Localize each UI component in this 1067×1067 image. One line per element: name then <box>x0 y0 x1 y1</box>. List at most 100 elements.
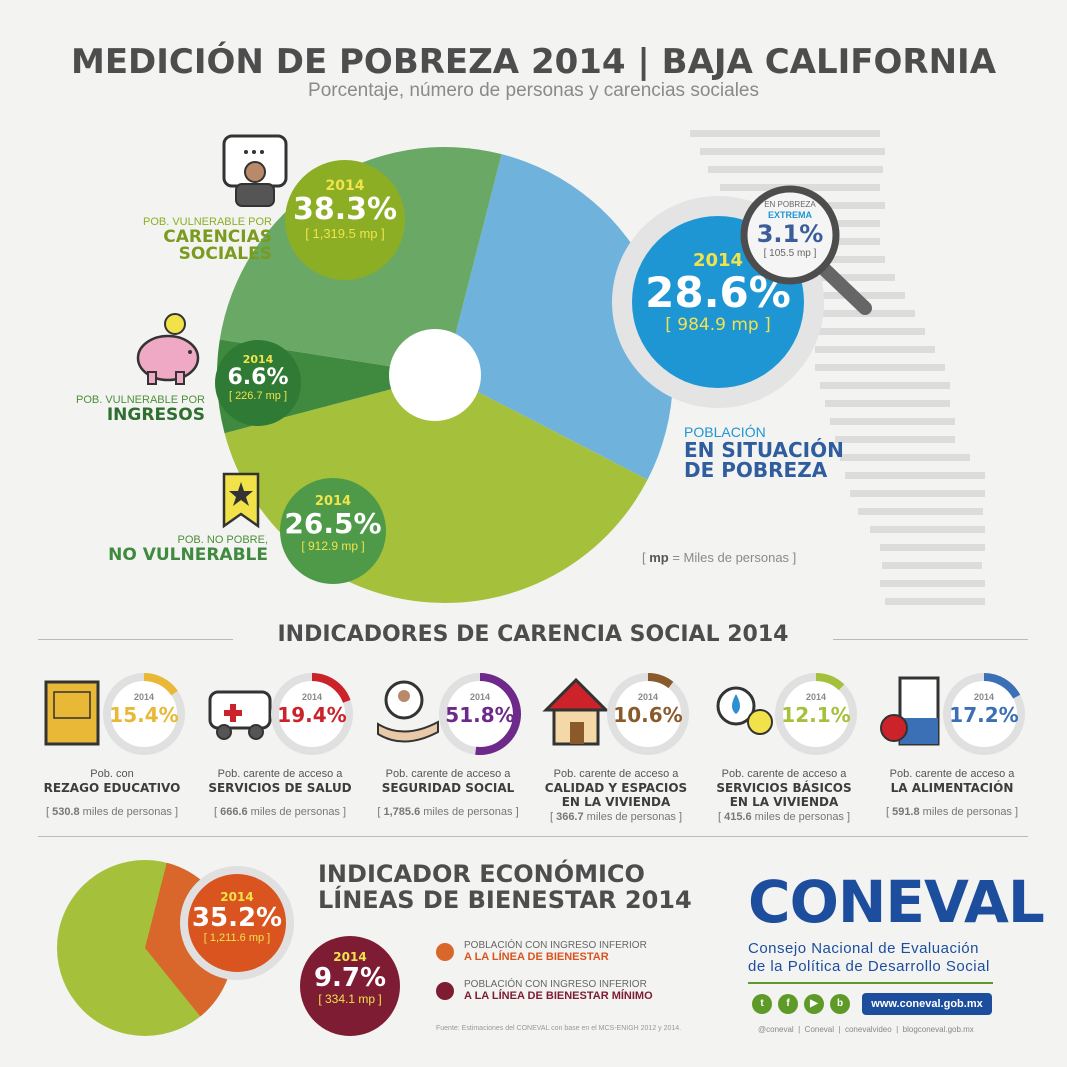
decorative-bar <box>820 382 950 389</box>
bracket: [ <box>213 806 221 818</box>
indicator-pct: 51.8% <box>445 703 515 727</box>
donut-value-arc <box>103 673 185 755</box>
pobreza-label-big1: EN SITUACIÓN <box>684 438 844 462</box>
decorative-bar <box>815 328 925 335</box>
extrema-pct: 3.1% <box>756 220 824 248</box>
indicator-year: 2014 <box>301 692 323 702</box>
decorative-bar <box>815 346 935 353</box>
carencias-pct: 38.3% <box>292 192 398 227</box>
decorative-bar <box>815 364 945 371</box>
decorative-bar <box>885 598 985 605</box>
bracket: [ <box>717 811 725 823</box>
indicator-pct: 12.1% <box>781 703 851 727</box>
legend-minimo-1: POBLACIÓN CON INGRESO INFERIOR <box>464 979 647 990</box>
indicator-footnote: [ 591.8 miles de personas ] <box>868 806 1036 818</box>
decorative-bar <box>880 580 985 587</box>
mp-legend-abbr: mp <box>649 550 669 565</box>
ambulance-icon <box>208 690 272 740</box>
decorative-bar <box>800 274 895 281</box>
donut-value-arc <box>271 673 353 755</box>
indicator-bold-1: SERVICIOS BÁSICOS <box>716 781 852 795</box>
indicator-caption: Pob. carente de acceso a <box>217 768 343 780</box>
indicator-year: 2014 <box>805 692 827 702</box>
indicator-footnote: [ 415.6 miles de personas ] <box>700 811 868 823</box>
indicator-bold-2: EN LA VIVIENDA <box>561 795 671 809</box>
decorative-bar <box>850 490 985 497</box>
facebook-icon[interactable]: f <box>778 994 798 1014</box>
decorative-bar <box>835 436 955 443</box>
pobreza-label-big2: DE POBREZA <box>684 458 828 482</box>
coneval-logo: CONEVAL <box>748 868 1045 936</box>
person-speech-icon <box>222 134 288 207</box>
decorative-bar <box>882 562 982 569</box>
welfare-inner: 2014 35.2% [ 1,211.6 mp ] <box>188 874 286 972</box>
decorative-bar <box>870 526 985 533</box>
decorative-bar <box>830 418 955 425</box>
twitter-icon[interactable]: t <box>752 994 772 1014</box>
indicator-1: 2014 19.4% Pob. carente de acceso a SERVICI… <box>196 660 364 830</box>
carencias-year: 2014 <box>325 178 365 194</box>
hand-icon <box>377 680 439 743</box>
indicator-pct: 17.2% <box>949 703 1019 727</box>
indicator-year: 2014 <box>469 692 491 702</box>
indicator-bold-2: EN LA VIVIENDA <box>729 795 839 809</box>
mp-legend: [ mp = Miles de personas ] <box>642 550 796 565</box>
pie-slice-pobreza <box>445 154 673 480</box>
decorative-bar <box>708 166 883 173</box>
indicator-foot-unit: miles de personas ] <box>919 806 1019 818</box>
book-icon <box>44 680 100 746</box>
coneval-url-button[interactable]: www.coneval.gob.mx <box>862 993 992 1015</box>
pobreza-mp: [ 984.9 mp ] <box>665 315 771 335</box>
piggy-bank-icon <box>136 313 200 385</box>
indicator-bold-1: REZAGO EDUCATIVO <box>43 781 181 795</box>
indicator-foot-value: 530.8 <box>52 806 80 818</box>
indicator-5: 2014 17.2% Pob. carente de acceso a LA ALIM… <box>868 660 1036 830</box>
indicator-foot-value: 366.7 <box>556 811 584 823</box>
indicator-bold-1: CALIDAD Y ESPACIOS <box>544 781 688 795</box>
ingresos-mp: [ 226.7 mp ] <box>228 390 288 402</box>
carencias-label-small: POB. VULNERABLE POR <box>143 216 272 228</box>
economic-title-1: INDICADOR ECONÓMICO <box>318 860 645 888</box>
indicators-title: INDICADORES DE CARENCIA SOCIAL 2014 <box>233 622 833 647</box>
indicator-foot-unit: miles de personas ] <box>79 806 179 818</box>
source-note: Fuente: Estimaciones del CONEVAL con bas… <box>436 1025 682 1032</box>
welfare-min-mp: [ 334.1 mp ] <box>318 992 382 1006</box>
carencias-mp: [ 1,319.5 mp ] <box>305 226 385 241</box>
nopobre-badge: 2014 26.5% [ 912.9 mp ] <box>280 478 386 584</box>
indicator-bold-1: SERVICIOS DE SALUD <box>208 781 352 795</box>
indicator-0: 2014 15.4% Pob. con REZAGO EDUCATIVO [ 530.8… <box>28 660 196 830</box>
nopobre-pct: 26.5% <box>284 507 382 540</box>
decorative-bar <box>880 544 985 551</box>
indicator-foot-unit: miles de personas ] <box>583 811 683 823</box>
donut-value-arc <box>775 673 857 755</box>
blog-icon[interactable]: b <box>830 994 850 1014</box>
indicator-year: 2014 <box>133 692 155 702</box>
welfare-mp: [ 1,211.6 mp ] <box>203 932 271 944</box>
welfare-min-pct: 9.7% <box>313 963 387 993</box>
nopobre-year: 2014 <box>314 494 352 509</box>
indicator-donut <box>103 673 185 755</box>
indicator-footnote: [ 666.6 miles de personas ] <box>196 806 364 818</box>
indicator-foot-unit: miles de personas ] <box>247 806 347 818</box>
indicator-donut <box>775 673 857 755</box>
coneval-url: www.coneval.gob.mx <box>871 998 983 1010</box>
nopobre-label-big: NO VULNERABLE <box>108 545 268 565</box>
ingresos-pct: 6.6% <box>227 365 289 390</box>
indicator-donut <box>943 673 1025 755</box>
donut-value-arc <box>607 673 689 755</box>
extrema-label-1: EN POBREZA <box>764 200 816 209</box>
decorative-bar <box>845 472 985 479</box>
decorative-bar <box>858 508 983 515</box>
ingresos-label-big: INGRESOS <box>106 405 205 425</box>
indicator-donut <box>439 673 521 755</box>
star-ribbon-icon <box>222 472 260 529</box>
indicator-caption: Pob. carente de acceso a <box>889 768 1015 780</box>
ingresos-label-small: POB. VULNERABLE POR <box>76 394 205 406</box>
pobreza-year: 2014 <box>692 250 744 271</box>
indicator-caption: Pob. con <box>90 768 134 780</box>
carencias-badge: 2014 38.3% [ 1,319.5 mp ] <box>285 160 405 280</box>
welfare-min-badge: 2014 9.7% [ 334.1 mp ] <box>300 936 400 1036</box>
milk-icon <box>880 676 940 746</box>
extrema-label-2: EXTREMA <box>767 210 812 220</box>
youtube-icon[interactable]: ▶ <box>804 994 824 1014</box>
